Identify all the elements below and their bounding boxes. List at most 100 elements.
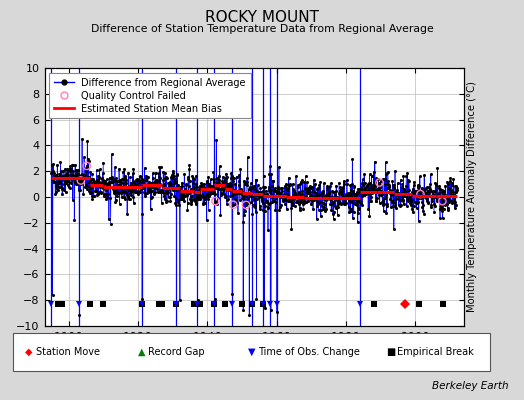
- Point: [180, 187, 189, 194]
- Point: [432, 192, 441, 198]
- Point: [400, 188, 409, 194]
- Point: [48, 292, 57, 298]
- Point: [254, 192, 262, 198]
- Point: [70, 177, 78, 183]
- Point: [94, 189, 103, 196]
- Point: [271, 188, 279, 194]
- Point: [449, 199, 457, 205]
- Point: [135, 182, 144, 189]
- Point: [405, 196, 413, 202]
- Point: [289, 196, 298, 202]
- Point: [408, 189, 416, 196]
- Point: [73, 174, 82, 180]
- Point: [81, 165, 90, 171]
- Point: [86, 178, 94, 185]
- Point: [143, 182, 151, 188]
- Point: [77, 181, 85, 188]
- Point: [442, 193, 450, 200]
- Point: [447, 187, 455, 193]
- Point: [437, 203, 445, 209]
- Point: [255, 192, 263, 198]
- Point: [140, 177, 148, 184]
- Point: [56, 159, 64, 165]
- Point: [361, 185, 369, 192]
- Point: [235, 190, 244, 196]
- Point: [384, 169, 392, 175]
- Point: [259, 207, 267, 213]
- Point: [421, 193, 430, 200]
- Point: [133, 181, 141, 187]
- Point: [328, 194, 336, 200]
- Point: [190, 184, 199, 190]
- Point: [365, 180, 373, 187]
- Point: [350, 208, 358, 215]
- Point: [145, 187, 154, 193]
- Point: [315, 195, 324, 201]
- Point: [366, 190, 374, 196]
- Point: [72, 172, 81, 178]
- Point: [338, 190, 346, 196]
- Point: [449, 189, 457, 196]
- Point: [419, 210, 428, 217]
- Point: [73, 166, 82, 173]
- Point: [389, 202, 397, 209]
- Point: [54, 179, 62, 186]
- Point: [162, 174, 170, 180]
- Point: [95, 166, 104, 173]
- Point: [266, 188, 274, 195]
- Point: [104, 191, 112, 197]
- Point: [220, 190, 228, 197]
- Point: [286, 197, 294, 204]
- Point: [209, 169, 217, 175]
- Point: [69, 174, 78, 180]
- Point: [183, 207, 192, 213]
- Point: [151, 189, 159, 196]
- Point: [180, 171, 189, 177]
- Point: [284, 198, 292, 204]
- Point: [353, 189, 362, 195]
- Point: [161, 199, 170, 206]
- Point: [352, 201, 360, 207]
- Point: [191, 197, 199, 204]
- Point: [179, 194, 187, 200]
- Point: [182, 182, 190, 189]
- Point: [350, 184, 358, 190]
- Point: [130, 181, 139, 188]
- Point: [287, 196, 295, 202]
- Point: [387, 192, 395, 198]
- Point: [304, 190, 313, 196]
- Point: [79, 172, 87, 179]
- Point: [238, 194, 246, 201]
- Point: [329, 211, 337, 217]
- Point: [347, 186, 356, 193]
- Point: [117, 184, 125, 191]
- Point: [350, 183, 358, 189]
- Point: [119, 169, 127, 175]
- Point: [198, 186, 206, 192]
- Point: [333, 193, 342, 200]
- Point: [391, 196, 400, 203]
- Point: [78, 173, 86, 179]
- Point: [79, 175, 88, 181]
- Point: [363, 182, 371, 189]
- Point: [185, 178, 194, 184]
- Point: [327, 207, 335, 214]
- Point: [230, 189, 238, 195]
- Point: [82, 168, 90, 174]
- Point: [331, 196, 340, 202]
- Point: [421, 192, 429, 198]
- Point: [381, 159, 390, 165]
- Point: [47, 170, 56, 177]
- Point: [309, 206, 317, 212]
- Point: [177, 195, 185, 202]
- Point: [424, 200, 432, 206]
- Point: [137, 185, 145, 192]
- Point: [409, 209, 417, 216]
- Point: [74, 180, 82, 187]
- Point: [103, 182, 112, 188]
- Point: [149, 175, 157, 181]
- Point: [149, 182, 158, 189]
- Point: [368, 184, 377, 191]
- Point: [386, 196, 395, 202]
- Point: [343, 192, 352, 198]
